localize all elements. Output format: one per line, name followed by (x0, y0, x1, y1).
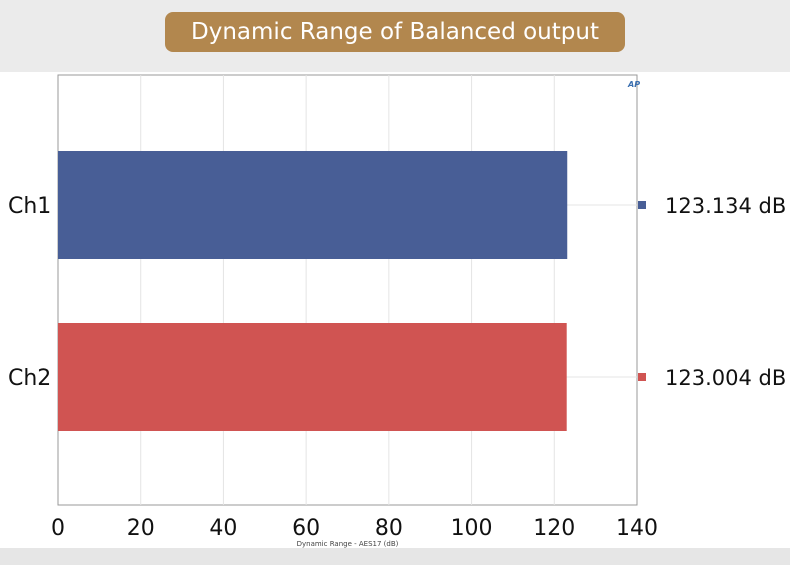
x-tick-label: 100 (451, 516, 493, 541)
x-tick-label: 20 (127, 516, 155, 541)
plot-area (57, 74, 638, 506)
y-tick-label: Ch1 (8, 194, 51, 219)
x-axis-label: Dynamic Range - AES17 (dB) (297, 540, 399, 548)
bar-ch2 (58, 323, 567, 431)
value-label: 123.004 dB (665, 366, 786, 390)
ap-logo-icon: AP (627, 80, 640, 89)
x-tick-label: 0 (51, 516, 65, 541)
value-label: 123.134 dB (665, 194, 786, 218)
bar-ch1 (58, 151, 568, 259)
footer-band (0, 548, 790, 565)
x-tick-label: 140 (616, 516, 658, 541)
legend-marker (638, 201, 646, 209)
x-tick-label: 80 (375, 516, 403, 541)
x-tick-label: 120 (533, 516, 575, 541)
y-tick-label: Ch2 (8, 366, 51, 391)
legend-marker (638, 373, 646, 381)
x-tick-label: 60 (292, 516, 320, 541)
x-tick-label: 40 (209, 516, 237, 541)
chart-title: Dynamic Range of Balanced output (165, 12, 625, 52)
